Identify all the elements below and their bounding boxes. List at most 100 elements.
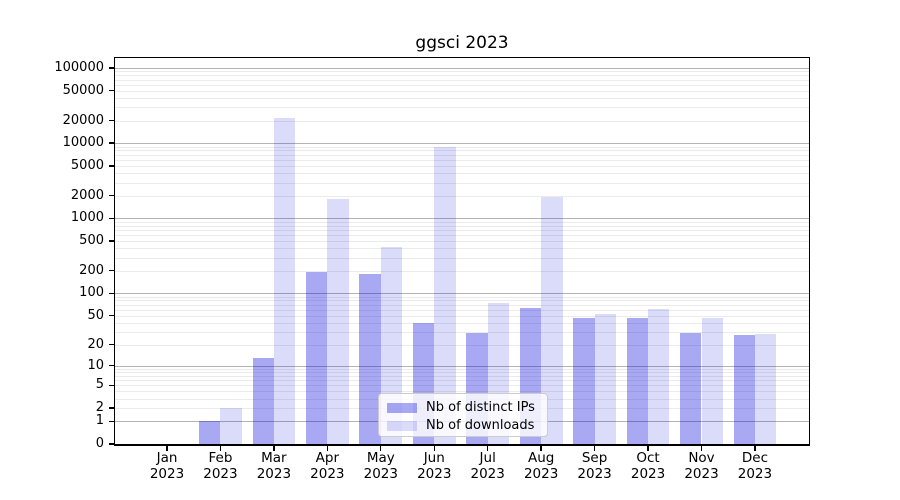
y-tick-mark [109,314,115,317]
x-tick-month: Sep [581,450,608,466]
y-tick-mark [109,67,115,69]
x-tick-month: Aug [527,450,555,466]
left-spine [113,56,115,444]
x-tick-mark [273,445,275,451]
y-tick-mark [109,292,115,294]
x-tick-year: 2023 [577,465,612,482]
minor-gridline [115,391,809,393]
y-tick-mark [109,195,115,197]
x-tick-label: Sep 2023 [555,450,635,482]
minor-gridline [115,120,809,122]
minor-gridline [115,173,809,175]
x-tick-label: Feb 2023 [180,450,260,482]
minor-gridline [115,154,809,156]
x-tick-mark [754,445,756,451]
y-tick-label: 50 [87,307,104,323]
legend-label: Nb of distinct IPs [426,400,535,415]
x-tick-month: May [366,450,395,466]
minor-gridline [115,385,809,387]
y-tick-label: 10 [87,357,104,373]
legend-item: Nb of distinct IPs [387,399,539,416]
minor-gridline [115,270,809,272]
x-tick-year: 2023 [203,465,238,482]
y-tick-label: 5 [95,377,104,393]
minor-gridline [115,240,809,242]
minor-gridline [115,90,809,92]
bar-nb-of-downloads-oct [648,308,670,444]
x-tick-label: Oct 2023 [608,450,688,482]
x-tick-mark [700,445,703,451]
minor-gridline [115,225,809,227]
bar-nb-of-downloads-apr [327,199,349,444]
bar-nb-of-distinct-ips-nov [680,332,702,444]
bar-nb-of-downloads-dec [754,334,777,444]
y-tick-mark [109,240,115,242]
minor-gridline [115,315,809,317]
x-tick-mark [647,445,649,451]
y-tick-mark [109,119,115,122]
x-tick-year: 2023 [737,465,773,482]
x-tick-label: Dec 2023 [715,450,795,482]
x-tick-mark [380,445,382,451]
minor-gridline [115,79,809,81]
y-tick-mark [109,384,115,387]
minor-gridline [115,322,809,324]
bar-nb-of-distinct-ips-apr [305,272,328,444]
x-tick-mark [487,445,489,451]
y-tick-label: 1 [95,413,104,429]
x-tick-year: 2023 [310,465,345,482]
x-tick-month: Apr [315,450,340,466]
y-tick-label: 20000 [62,112,104,128]
minor-gridline [115,221,809,223]
y-tick-label: 200 [79,262,104,278]
bar-nb-of-distinct-ips-sep [573,317,595,444]
top-spine [115,56,809,58]
x-tick-mark [540,445,542,451]
bar-nb-of-downloads-aug [541,197,563,444]
y-tick-mark [109,270,115,272]
x-tick-month: Nov [688,450,715,466]
legend: Nb of distinct IPs Nb of downloads [378,393,548,437]
x-tick-month: Jul [479,450,496,466]
minor-gridline [115,150,809,152]
y-tick-mark [109,420,115,423]
x-tick-label: Jul 2023 [448,450,528,482]
bar-nb-of-downloads-jun [434,147,456,444]
major-gridline [115,143,809,145]
minor-gridline [115,195,809,197]
minor-gridline [115,235,809,237]
chart-title: ggsci 2023 [415,33,509,53]
bar-nb-of-downloads-nov [701,318,723,444]
minor-gridline [115,296,809,298]
x-tick-year: 2023 [417,465,452,482]
minor-gridline [115,372,809,374]
plot-area [115,58,809,444]
bottom-spine [113,444,811,446]
minor-gridline [115,309,809,311]
minor-gridline [115,376,809,378]
x-tick-month: Dec [741,450,768,466]
minor-gridline [115,97,809,99]
major-gridline [115,218,809,220]
major-gridline [115,365,809,367]
y-tick-mark [109,343,115,346]
y-tick-label: 100 [79,285,104,301]
bar-nb-of-distinct-ips-may [359,274,381,444]
y-tick-label: 1000 [70,210,104,226]
minor-gridline [115,71,809,73]
x-tick-year: 2023 [684,465,719,482]
y-tick-label: 500 [79,232,104,248]
bar-nb-of-distinct-ips-mar [252,357,274,444]
minor-gridline [115,331,809,333]
x-tick-label: May 2023 [341,450,421,482]
legend-item: Nb of downloads [387,417,539,434]
y-tick-label: 2 [95,400,104,416]
y-tick-label: 10000 [62,135,104,151]
minor-gridline [115,304,809,306]
x-tick-month: Oct [636,450,660,466]
minor-gridline [115,84,809,86]
minor-gridline [115,165,809,167]
minor-gridline [115,368,809,370]
y-tick-label: 100000 [54,59,104,75]
